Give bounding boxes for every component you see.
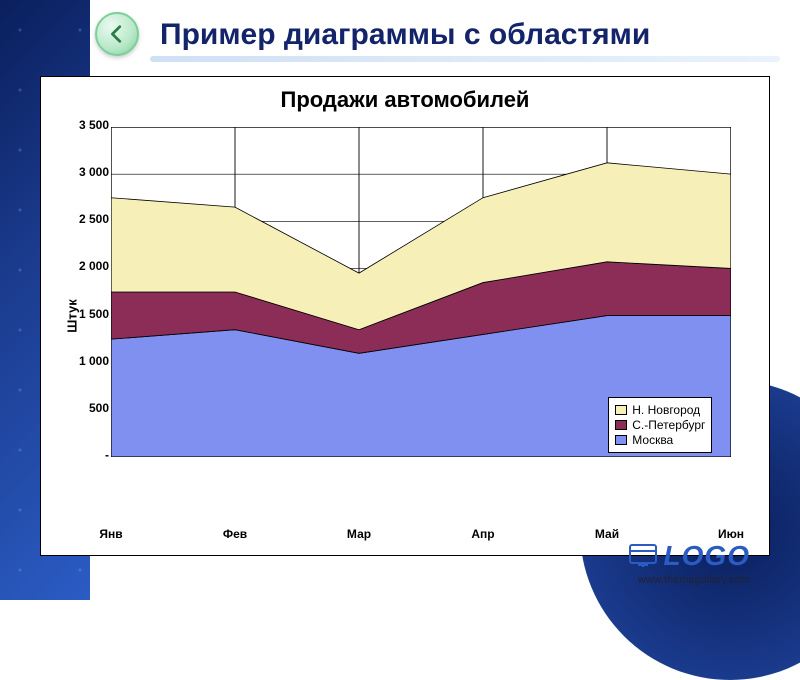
legend-swatch: [615, 405, 627, 415]
y-tick-label: 1 500: [69, 307, 109, 321]
x-tick-label: Апр: [471, 527, 494, 541]
chart-legend: Н. НовгородС.-ПетербургМосква: [608, 397, 712, 453]
logo-icon: [628, 543, 658, 569]
slide-header: Пример диаграммы с областями: [0, 0, 800, 64]
y-tick-label: 1 000: [69, 354, 109, 368]
logo: LOGO: [628, 540, 750, 572]
legend-swatch: [615, 420, 627, 430]
logo-text: LOGO: [664, 540, 750, 572]
legend-item: Москва: [615, 433, 705, 447]
x-tick-label: Май: [595, 527, 619, 541]
legend-label: С.-Петербург: [632, 418, 705, 432]
plot-area: Н. НовгородС.-ПетербургМосква: [111, 127, 731, 497]
title-underline: [150, 56, 780, 62]
page-title: Пример диаграммы с областями: [160, 18, 650, 52]
y-tick-label: -: [69, 448, 109, 462]
legend-label: Москва: [632, 433, 673, 447]
chevron-left-icon: [106, 23, 128, 45]
y-tick-label: 2 000: [69, 259, 109, 273]
legend-item: С.-Петербург: [615, 418, 705, 432]
legend-swatch: [615, 435, 627, 445]
y-tick-label: 2 500: [69, 212, 109, 226]
y-tick-label: 3 500: [69, 118, 109, 132]
legend-item: Н. Новгород: [615, 403, 705, 417]
back-button[interactable]: [95, 12, 139, 56]
x-tick-label: Фев: [223, 527, 247, 541]
footer-url: www.themegallery.com: [638, 574, 750, 586]
legend-label: Н. Новгород: [632, 403, 700, 417]
chart-container: Продажи автомобилей Штук Н. НовгородС.-П…: [40, 76, 770, 556]
x-tick-label: Янв: [99, 527, 122, 541]
x-tick-label: Июн: [718, 527, 744, 541]
chart-title: Продажи автомобилей: [41, 77, 769, 119]
y-tick-label: 500: [69, 401, 109, 415]
x-tick-label: Мар: [347, 527, 371, 541]
y-tick-label: 3 000: [69, 165, 109, 179]
